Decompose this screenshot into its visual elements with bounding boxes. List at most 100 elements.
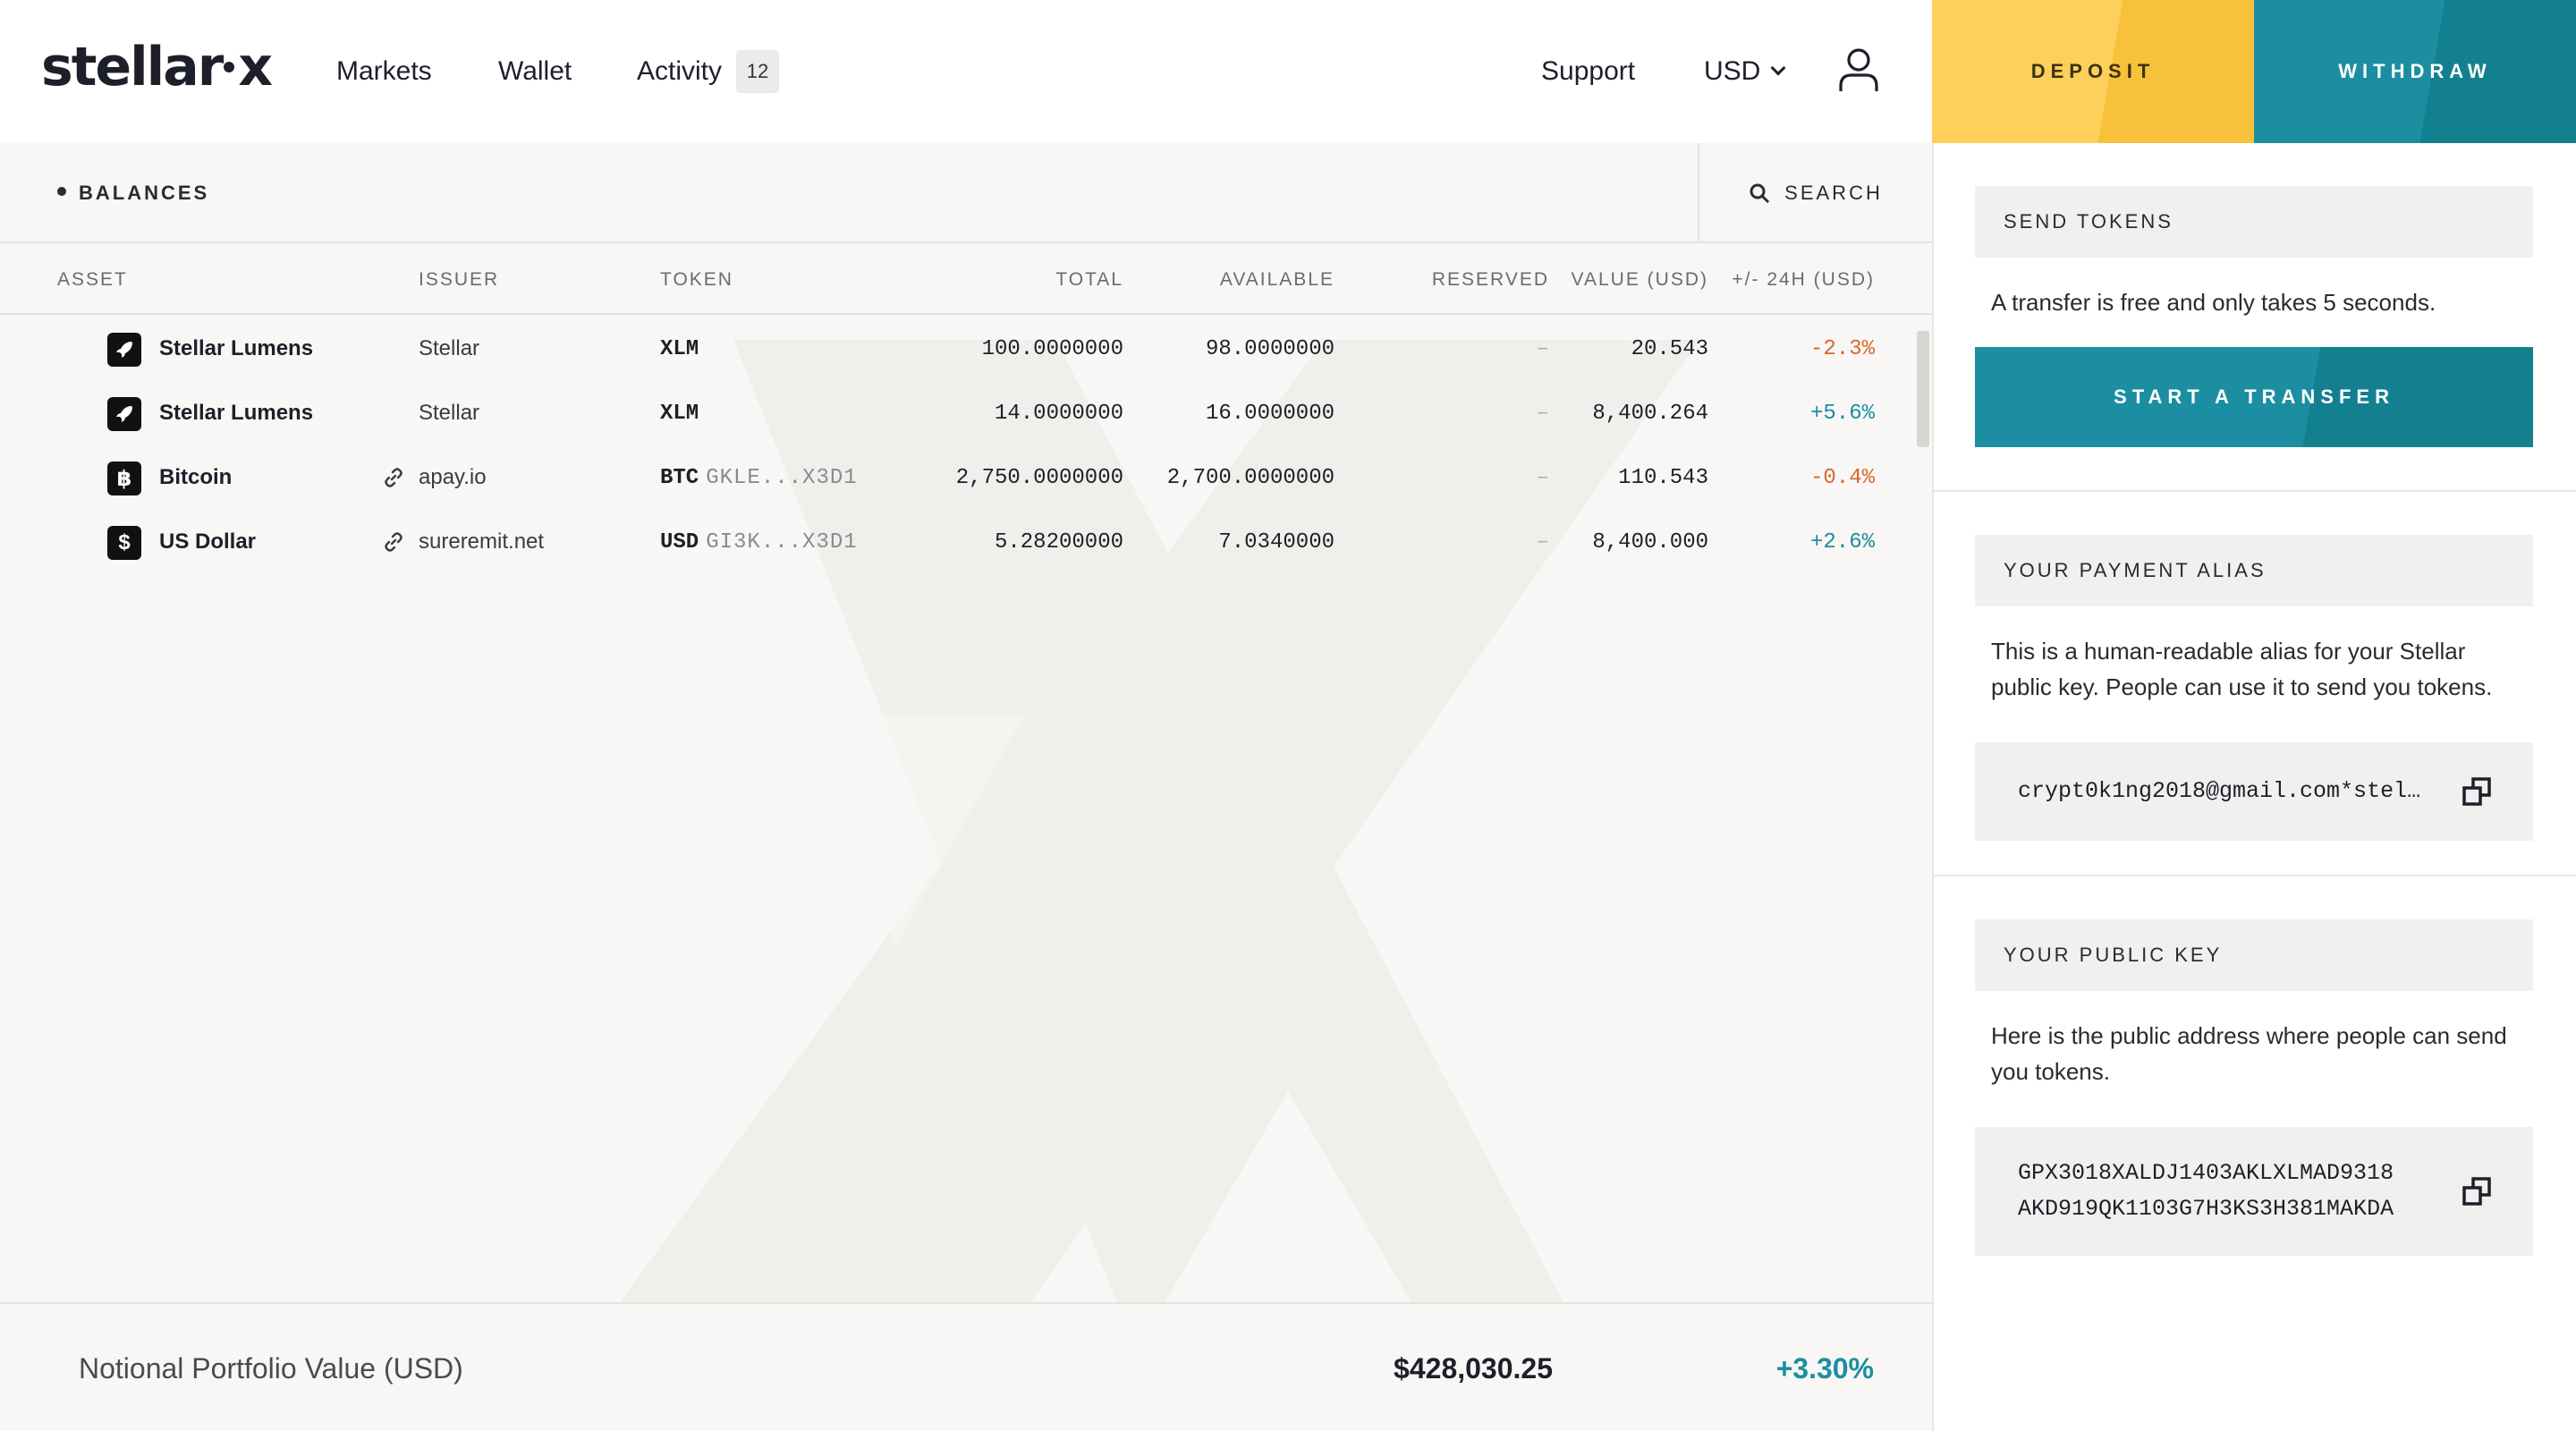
table-row[interactable]: Stellar Lumens Stellar XLM 14.0000000 16… <box>0 381 1914 445</box>
total-amount: 14.0000000 <box>994 401 1123 426</box>
background-x-watermark-icon <box>617 340 1699 1306</box>
issuer-name[interactable]: apay.io <box>419 465 487 489</box>
total-amount: 100.0000000 <box>981 336 1123 361</box>
value-usd: 8,400.264 <box>1592 401 1708 426</box>
stellarx-logo[interactable]: stellar x <box>41 36 273 98</box>
token-symbol: USD <box>660 529 699 555</box>
available-amount: 2,700.0000000 <box>1166 465 1335 490</box>
send-tokens-text: A transfer is free and only takes 5 seco… <box>1991 289 2436 316</box>
deposit-button[interactable]: DEPOSIT <box>1932 0 2254 143</box>
withdraw-label: WITHDRAW <box>2338 60 2492 82</box>
change-24h: -0.4% <box>1809 465 1875 490</box>
balances-title-label: BALANCES <box>79 182 210 204</box>
reserved-amount: – <box>1536 529 1549 555</box>
token-code: XLM <box>660 317 699 381</box>
balances-toolbar: BALANCES SEARCH <box>0 143 1932 243</box>
withdraw-button[interactable]: WITHDRAW <box>2254 0 2576 143</box>
token-symbol: BTC <box>660 465 699 490</box>
search-label: SEARCH <box>1784 182 1883 204</box>
table-row[interactable]: $ US Dollar sureremit.net USD GI3K...X3D1… <box>0 510 1914 574</box>
public-key-value: GPX3018XALDJ1403AKLXLMAD9318 AKD919QK110… <box>2018 1156 2429 1227</box>
copy-icon[interactable] <box>2462 1176 2492 1207</box>
issuer-name[interactable]: sureremit.net <box>419 529 545 554</box>
change-24h: -2.3% <box>1809 336 1875 361</box>
value-usd: 20.543 <box>1631 336 1708 361</box>
search-button[interactable]: SEARCH <box>1698 143 1932 243</box>
bitcoin-icon: ฿ <box>107 461 141 495</box>
reserved-amount: – <box>1536 465 1549 490</box>
issuer-name: Stellar <box>419 336 480 360</box>
token-symbol: XLM <box>660 336 699 361</box>
currency-label: USD <box>1704 56 1761 86</box>
dollar-icon: $ <box>107 526 141 560</box>
col-value[interactable]: VALUE (USD) <box>1571 269 1708 290</box>
logo-dot <box>224 62 235 73</box>
nav-wallet-label: Wallet <box>498 56 572 86</box>
col-available[interactable]: AVAILABLE <box>1219 269 1335 290</box>
send-tokens-section: SEND TOKENS A transfer is free and only … <box>1934 143 2576 492</box>
rocket-icon <box>107 397 141 431</box>
available-amount: 7.0340000 <box>1218 529 1335 555</box>
public-key-box[interactable]: GPX3018XALDJ1403AKLXLMAD9318 AKD919QK110… <box>1975 1127 2533 1256</box>
search-icon <box>1750 183 1770 204</box>
payment-alias-title: YOUR PAYMENT ALIAS <box>1975 535 2533 606</box>
nav-support-label: Support <box>1541 56 1636 86</box>
portfolio-value: $428,030.25 <box>1394 1351 1553 1384</box>
balances-title: BALANCES <box>57 143 209 243</box>
public-key-line-2: AKD919QK1103G7H3KS3H381MAKDA <box>2018 1196 2394 1222</box>
available-amount: 98.0000000 <box>1205 336 1335 361</box>
nav-support[interactable]: Support <box>1541 0 1635 143</box>
public-key-text: Here is the public address where people … <box>1991 1022 2507 1085</box>
table-header: ASSET ISSUER TOKEN TOTAL AVAILABLE RESER… <box>0 245 1932 315</box>
payment-alias-section: YOUR PAYMENT ALIAS This is a human-reada… <box>1934 492 2576 876</box>
public-key-title: YOUR PUBLIC KEY <box>1975 919 2533 991</box>
asset-name: US Dollar <box>159 529 257 554</box>
portfolio-label: Notional Portfolio Value (USD) <box>79 1351 463 1384</box>
asset-name: Stellar Lumens <box>159 336 314 360</box>
col-change[interactable]: +/- 24H (USD) <box>1732 269 1875 290</box>
col-reserved[interactable]: RESERVED <box>1431 269 1549 290</box>
col-total[interactable]: TOTAL <box>1055 269 1123 290</box>
currency-select[interactable]: USD <box>1704 0 1786 143</box>
table-row[interactable]: Stellar Lumens Stellar XLM 100.0000000 9… <box>0 317 1914 381</box>
nav-markets[interactable]: Markets <box>336 0 432 143</box>
link-icon[interactable] <box>383 531 404 553</box>
total-amount: 5.28200000 <box>994 529 1123 555</box>
nav-wallet[interactable]: Wallet <box>498 0 572 143</box>
reserved-amount: – <box>1536 336 1549 361</box>
asset-name: Stellar Lumens <box>159 401 314 425</box>
nav-markets-label: Markets <box>336 56 432 86</box>
table-scrollbar[interactable] <box>1917 331 1929 447</box>
total-amount: 2,750.0000000 <box>955 465 1123 490</box>
table-row[interactable]: ฿ Bitcoin apay.io BTC GKLE...X3D1 2,750.0… <box>0 445 1914 510</box>
start-transfer-label: START A TRANSFER <box>2114 385 2394 408</box>
change-24h: +5.6% <box>1809 401 1875 426</box>
value-usd: 8,400.000 <box>1592 529 1708 555</box>
token-code: USD GI3K...X3D1 <box>660 510 858 574</box>
col-issuer[interactable]: ISSUER <box>419 269 500 290</box>
token-code: XLM <box>660 381 699 445</box>
nav-activity[interactable]: Activity 12 <box>637 0 780 143</box>
user-icon[interactable] <box>1837 47 1880 93</box>
value-usd: 110.543 <box>1618 465 1708 490</box>
public-key-line-1: GPX3018XALDJ1403AKLXLMAD9318 <box>2018 1160 2394 1186</box>
col-token[interactable]: TOKEN <box>660 269 733 290</box>
nav-activity-label: Activity <box>637 56 723 86</box>
col-asset[interactable]: ASSET <box>57 269 128 290</box>
link-icon[interactable] <box>383 467 404 488</box>
change-24h: +2.6% <box>1809 529 1875 555</box>
token-code: BTC GKLE...X3D1 <box>660 445 858 510</box>
start-transfer-button[interactable]: START A TRANSFER <box>1975 347 2533 447</box>
chevron-down-icon <box>1770 60 1786 76</box>
copy-icon[interactable] <box>2462 776 2492 807</box>
logo-suffix: x <box>238 36 273 98</box>
token-issuer-address: GI3K...X3D1 <box>706 529 858 555</box>
issuer-name: Stellar <box>419 401 480 425</box>
activity-count-badge: 12 <box>736 50 780 93</box>
token-issuer-address: GKLE...X3D1 <box>706 465 858 490</box>
portfolio-change: +3.30% <box>1775 1351 1874 1384</box>
asset-name: Bitcoin <box>159 465 233 489</box>
top-header: stellar x Markets Wallet Activity 12 Supp… <box>0 0 1932 143</box>
